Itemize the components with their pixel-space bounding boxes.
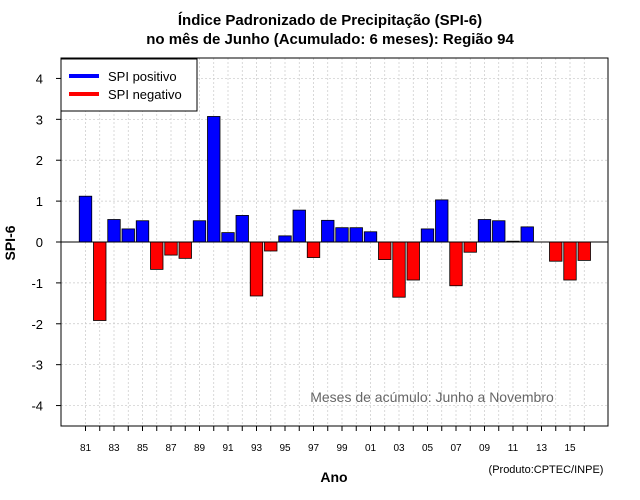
- bar-2008: [463, 241, 477, 253]
- x-tick-label: 81: [80, 443, 92, 454]
- legend-label-positive: SPI positivo: [108, 69, 177, 84]
- y-tick-label: -1: [31, 276, 43, 291]
- y-tick-label: 2: [36, 153, 43, 168]
- y-tick-label: 3: [36, 112, 43, 127]
- x-tick-label: 05: [422, 443, 434, 454]
- y-tick-label: -2: [31, 317, 43, 332]
- legend-box: [60, 58, 198, 112]
- bar-1988: [178, 241, 192, 259]
- y-tick-label: -4: [31, 399, 43, 414]
- bar-1993: [249, 241, 264, 297]
- bar-1992: [235, 215, 249, 243]
- bar-1989: [192, 220, 207, 243]
- bar-1996: [292, 209, 306, 243]
- bar-2009: [477, 219, 492, 243]
- bar-2003: [392, 241, 406, 298]
- bar-1985: [135, 220, 150, 243]
- bar-1995: [278, 235, 292, 243]
- bar-1982: [93, 241, 107, 321]
- x-axis-label: Ano: [320, 469, 347, 485]
- bar-1998: [321, 219, 335, 243]
- y-tick-label: -3: [31, 358, 43, 373]
- bar-2000: [349, 227, 363, 243]
- x-tick-label: 09: [479, 443, 491, 454]
- bar-1984: [121, 228, 135, 243]
- x-tick-label: 89: [194, 443, 206, 454]
- x-tick-label: 03: [393, 443, 405, 454]
- bar-2006: [435, 199, 449, 243]
- y-axis-label: SPI-6: [2, 225, 18, 260]
- bar-1997: [306, 241, 321, 258]
- bar-2001: [363, 231, 378, 243]
- x-tick-label: 01: [365, 443, 377, 454]
- product-credit: (Produto:CPTEC/INPE): [489, 464, 604, 476]
- chart-title-line1: Índice Padronizado de Precipitação (SPI-…: [178, 12, 482, 29]
- bar-1981: [78, 195, 93, 243]
- bar-1991: [221, 232, 235, 243]
- bar-2015: [563, 241, 577, 281]
- x-tick-label: 85: [137, 443, 149, 454]
- x-tick-label: 91: [222, 443, 234, 454]
- bar-2005: [420, 228, 435, 243]
- bar-1983: [107, 219, 121, 243]
- bar-2010: [492, 220, 506, 243]
- bar-1994: [264, 241, 278, 252]
- y-tick-label: 0: [36, 235, 43, 250]
- bar-1990: [207, 116, 221, 243]
- x-tick-label: 99: [336, 443, 348, 454]
- bar-2004: [406, 241, 420, 281]
- bar-1999: [335, 227, 349, 243]
- bar-2014: [549, 241, 563, 262]
- bars: [78, 116, 591, 321]
- legend-label-negative: SPI negativo: [108, 87, 182, 102]
- x-tick-label: 87: [165, 443, 177, 454]
- x-tick-label: 07: [450, 443, 462, 454]
- legend: SPI positivo SPI negativo: [60, 58, 198, 112]
- bar-1986: [150, 241, 164, 270]
- y-tick-label: 4: [36, 71, 43, 86]
- bar-2016: [577, 241, 591, 261]
- bar-2007: [449, 241, 463, 287]
- accumulation-note: Meses de acúmulo: Junho a Novembro: [310, 389, 554, 405]
- bar-2002: [378, 241, 392, 260]
- x-tick-label: 11: [508, 443, 519, 454]
- x-tick-label: 83: [108, 443, 120, 454]
- x-tick-label: 93: [251, 443, 263, 454]
- x-tick-label: 97: [308, 443, 320, 454]
- x-axis-ticks: 81 83 85 87 89 91 93 95 97 99 01 03 05 07 09 11 13 15: [80, 426, 585, 454]
- x-tick-label: 95: [279, 443, 291, 454]
- bar-1987: [164, 241, 178, 256]
- y-tick-label: 1: [36, 194, 43, 209]
- x-tick-label: 15: [564, 443, 576, 454]
- bar-2012: [520, 226, 534, 243]
- x-tick-label: 13: [536, 443, 548, 454]
- chart-title-line2: no mês de Junho (Acumulado: 6 meses): Re…: [146, 31, 514, 48]
- y-axis-ticks: -4 -3 -2 -1 0 1 2 3 4: [31, 71, 61, 414]
